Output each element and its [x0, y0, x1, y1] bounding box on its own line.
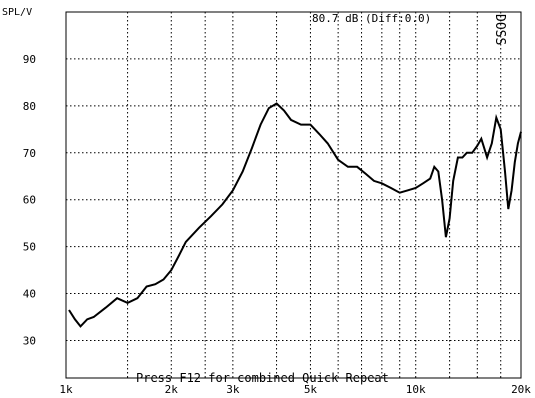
x-tick-label: 2k: [165, 383, 179, 396]
x-tick-label: 10k: [406, 383, 426, 396]
x-tick-label: 5k: [304, 383, 318, 396]
x-tick-label: 1k: [59, 383, 73, 396]
y-tick-label: 60: [23, 194, 36, 207]
watermark: DOSS: [492, 14, 507, 45]
y-tick-label: 80: [23, 100, 36, 113]
y-tick-label: 30: [23, 334, 36, 347]
tick-labels: 30 40 50 60 70 80 90 1k 2k 3k 5k 10k 20k: [23, 53, 532, 396]
y-tick-label: 90: [23, 53, 36, 66]
x-tick-label: 20k: [511, 383, 531, 396]
y-tick-label: 70: [23, 147, 36, 160]
response-curve: [68, 102, 522, 328]
footer-hint: Press F12 for combined Quick Repeat: [136, 371, 389, 385]
y-axis-label: SPL/V: [2, 7, 32, 18]
grid: [66, 12, 521, 378]
plot-frame: [65, 11, 522, 379]
x-tick-label: 3k: [226, 383, 240, 396]
level-readout: 80.7 dB (Diff:0.0): [312, 12, 431, 25]
y-tick-label: 40: [23, 288, 36, 301]
y-tick-label: 50: [23, 241, 36, 254]
